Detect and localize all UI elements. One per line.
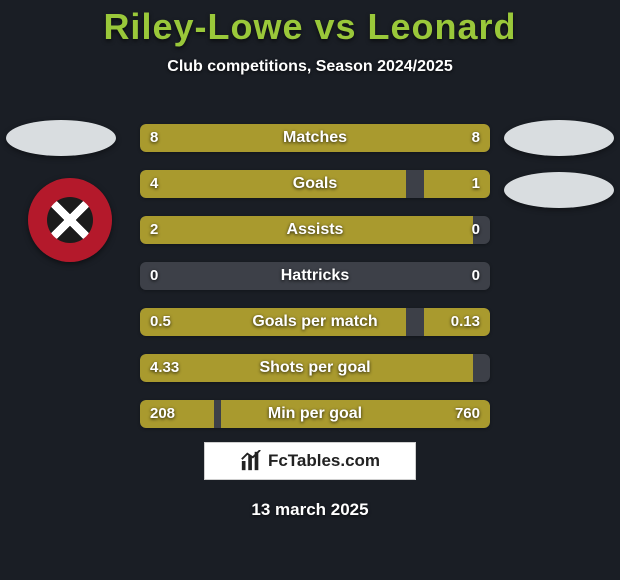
stat-label: Min per goal [140, 400, 490, 428]
stat-label: Hattricks [140, 262, 490, 290]
infographic-date: 13 march 2025 [0, 500, 620, 520]
player-left-placeholder [6, 120, 116, 156]
stat-row: 208760Min per goal [140, 400, 490, 428]
club-crest [28, 178, 112, 262]
comparison-rows: 88Matches 41Goals 20Assists 00Hattricks 0.50… [140, 124, 490, 446]
stat-row: 4.33Shots per goal [140, 354, 490, 382]
page-title: Riley-Lowe vs Leonard [0, 0, 620, 48]
chart-icon [240, 450, 262, 472]
stat-label: Matches [140, 124, 490, 152]
watermark-text: FcTables.com [268, 451, 380, 471]
stat-label: Shots per goal [140, 354, 490, 382]
stat-row: 0.50.13Goals per match [140, 308, 490, 336]
stat-row: 41Goals [140, 170, 490, 198]
stat-row: 88Matches [140, 124, 490, 152]
stat-row: 20Assists [140, 216, 490, 244]
stat-label: Assists [140, 216, 490, 244]
stat-row: 00Hattricks [140, 262, 490, 290]
page-subtitle: Club competitions, Season 2024/2025 [0, 58, 620, 76]
player-right-placeholder-2 [504, 172, 614, 208]
player-right-placeholder-1 [504, 120, 614, 156]
stat-label: Goals [140, 170, 490, 198]
crest-cross-icon [47, 197, 93, 243]
stat-label: Goals per match [140, 308, 490, 336]
watermark: FcTables.com [204, 442, 416, 480]
